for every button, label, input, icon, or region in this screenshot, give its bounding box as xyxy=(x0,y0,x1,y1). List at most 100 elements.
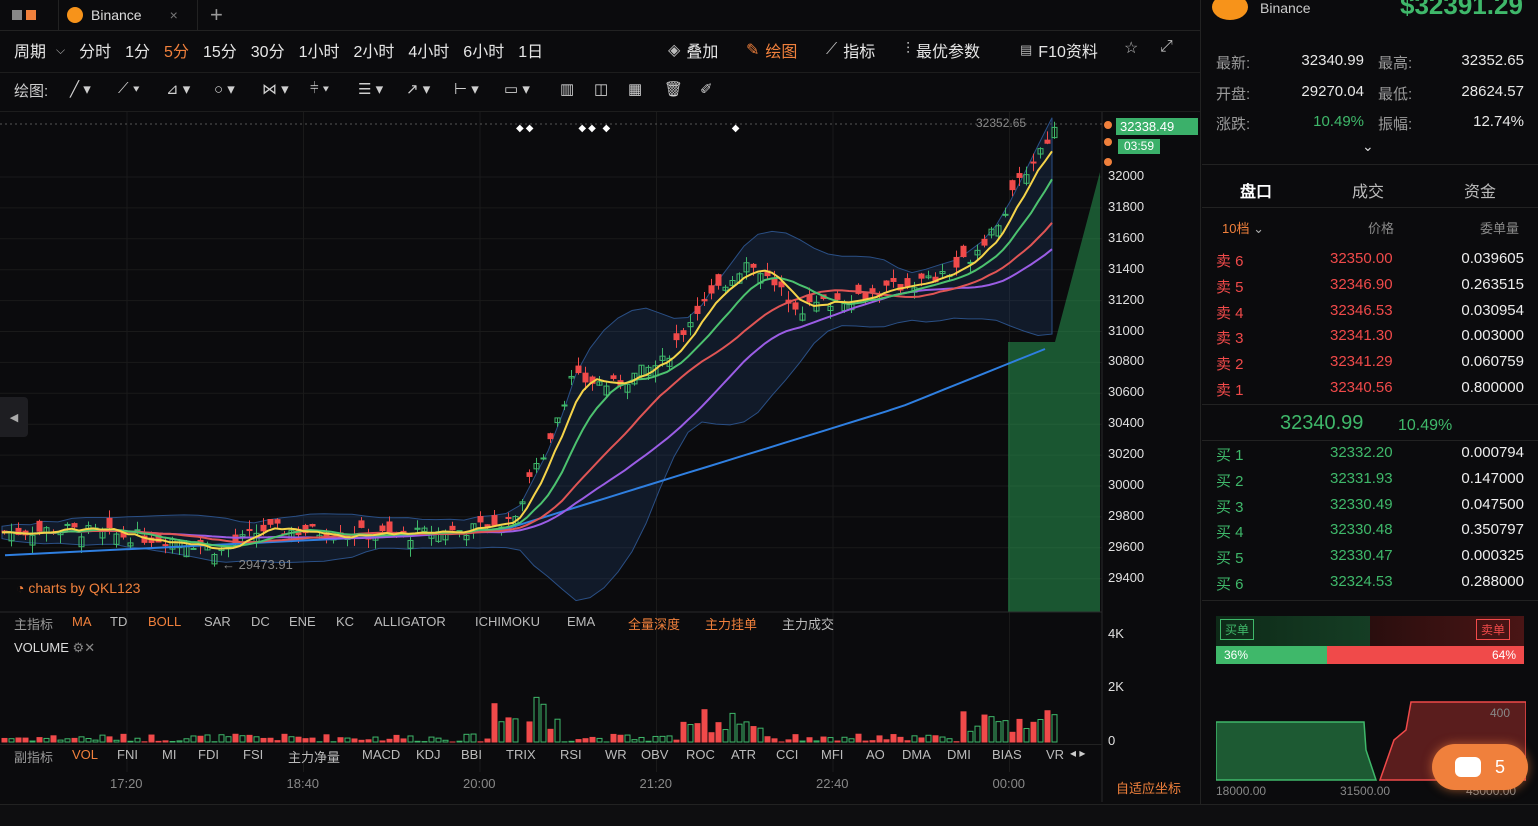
period-item[interactable]: 1小时 xyxy=(299,38,340,62)
tab-trades[interactable]: 成交 xyxy=(1352,178,1384,202)
fullscreen-icon[interactable]: ⤢ xyxy=(1160,38,1173,56)
sub-ind-item[interactable]: BIAS xyxy=(992,747,1022,762)
grid-icon[interactable] xyxy=(12,0,40,30)
period-item[interactable]: 2小时 xyxy=(353,38,394,62)
main-ind-item[interactable]: ENE xyxy=(289,614,316,629)
main-ind-item[interactable]: DC xyxy=(251,614,270,629)
chat-button[interactable]: 5 xyxy=(1432,744,1528,790)
main-ind-item[interactable]: ALLIGATOR xyxy=(374,614,446,629)
sub-ind-item[interactable]: AO xyxy=(866,747,885,762)
tab-funds[interactable]: 资金 xyxy=(1464,178,1496,202)
channel-tool-icon[interactable]: ⊿ ▾ xyxy=(166,80,190,98)
bars-icon[interactable]: ▥ xyxy=(560,80,574,98)
period-item[interactable]: 30分 xyxy=(251,38,285,62)
main-ind-item[interactable]: MA xyxy=(72,614,92,629)
sub-ind-item[interactable]: VOL xyxy=(72,747,98,762)
best-params-button[interactable]: ⫶最优参数 xyxy=(906,38,980,62)
sub-ind-item[interactable]: DMA xyxy=(902,747,931,762)
sub-ind-item[interactable]: MFI xyxy=(821,747,843,762)
tab-orderbook[interactable]: 盘口 xyxy=(1240,178,1272,202)
adaptive-axis-button[interactable]: 自适应坐标 xyxy=(1116,778,1181,797)
circle-tool-icon[interactable]: ○ ▾ xyxy=(214,80,235,98)
sub-ind-item[interactable]: FSI xyxy=(243,747,263,762)
fib-tool-icon[interactable]: ☰ ▾ xyxy=(358,80,383,98)
collapse-left-button[interactable]: ◀ xyxy=(0,397,28,437)
sub-ind-item[interactable]: ATR xyxy=(731,747,756,762)
event-markers[interactable]: ◆◆ ◆◆ ◆ ◆ xyxy=(516,123,741,134)
sub-ind-item[interactable]: WR xyxy=(605,747,627,762)
sub-ind-item[interactable]: VR xyxy=(1046,747,1064,762)
main-ind-item[interactable]: ICHIMOKU xyxy=(475,614,540,629)
alert-dot[interactable] xyxy=(1104,158,1112,166)
add-tab-button[interactable]: + xyxy=(210,0,223,30)
star-icon[interactable]: ☆ xyxy=(1124,38,1138,58)
period-item[interactable]: 6小时 xyxy=(463,38,504,62)
pattern-tool-icon[interactable]: ⫩ ▾ xyxy=(310,80,329,97)
sub-ind-item[interactable]: RSI xyxy=(560,747,582,762)
sub-ind-item[interactable]: TRIX xyxy=(506,747,536,762)
sub-ind-item[interactable]: ROC xyxy=(686,747,715,762)
main-ind-extra[interactable]: 主力挂单 xyxy=(705,614,757,633)
depth-select[interactable]: 10档 ⌄ xyxy=(1222,218,1264,237)
sub-ind-item[interactable]: KDJ xyxy=(416,747,441,762)
close-icon[interactable]: ✕ xyxy=(84,640,95,655)
sub-ind-item[interactable]: FDI xyxy=(198,747,219,762)
alert-dot[interactable] xyxy=(1104,121,1112,129)
gear-icon[interactable]: ⚙ xyxy=(73,640,85,655)
trash-icon[interactable]: 🗑 xyxy=(664,80,683,98)
sub-ind-item[interactable]: MI xyxy=(162,747,176,762)
sub-ind-item[interactable]: MACD xyxy=(362,747,400,762)
period-item-active[interactable]: 5分 xyxy=(164,38,189,62)
draw-button[interactable]: ✎绘图 xyxy=(746,38,797,62)
period-item[interactable]: 1分 xyxy=(125,38,150,62)
ray-tool-icon[interactable]: ⟋ ▾ xyxy=(118,80,140,97)
sub-ind-item[interactable]: BBI xyxy=(461,747,482,762)
period-item[interactable]: 1日 xyxy=(518,38,543,62)
main-ind-item[interactable]: EMA xyxy=(567,614,595,629)
sub-ind-item[interactable]: FNI xyxy=(117,747,138,762)
stat-icon[interactable]: ◫ xyxy=(594,80,608,98)
period-item[interactable]: 15分 xyxy=(203,38,237,62)
chevron-down-icon[interactable]: ⌵ xyxy=(56,43,65,58)
histogram-icon[interactable]: ▦ xyxy=(628,80,642,98)
wave-tool-icon[interactable]: ⋈ ▾ xyxy=(262,80,289,98)
close-icon[interactable]: × xyxy=(170,7,178,23)
sub-ind-item[interactable]: DMI xyxy=(947,747,971,762)
main-ind-extra[interactable]: 主力成交 xyxy=(782,614,834,633)
sub-ind-item[interactable]: 主力净量 xyxy=(288,747,340,766)
note-tool-icon[interactable]: ▭ ▾ xyxy=(504,80,530,98)
expand-chevron-icon[interactable]: ⌄ xyxy=(1362,138,1374,155)
indicator-button[interactable]: ⟋指标 xyxy=(826,38,875,62)
alert-dot[interactable] xyxy=(1104,138,1112,146)
tab-binance[interactable]: Binance × xyxy=(58,0,198,30)
overlay-button[interactable]: ◈叠加 xyxy=(668,38,718,62)
main-ind-item[interactable]: BOLL xyxy=(148,614,181,629)
kline-chart[interactable] xyxy=(0,112,1200,802)
eraser-icon[interactable]: ✐ xyxy=(700,80,713,98)
period-item[interactable]: 4小时 xyxy=(408,38,449,62)
line-tool-icon[interactable]: ╱ ▾ xyxy=(70,80,91,98)
main-ind-item[interactable]: KC xyxy=(336,614,354,629)
f10-button[interactable]: ▤F10资料 xyxy=(1020,38,1098,62)
main-ind-item[interactable]: TD xyxy=(110,614,127,629)
period-item[interactable]: 分时 xyxy=(79,38,111,62)
sub-ind-item[interactable]: OBV xyxy=(641,747,668,762)
arrow-tool-icon[interactable]: ↗ ▾ xyxy=(406,80,430,98)
scroll-arrows-icon[interactable]: ◂ ▸ xyxy=(1070,746,1085,760)
main-ind-extra[interactable]: 全量深度 xyxy=(628,614,680,633)
measure-tool-icon[interactable]: ⊢ ▾ xyxy=(454,80,479,98)
main-ind-item[interactable]: SAR xyxy=(204,614,231,629)
sub-ind-item[interactable]: CCI xyxy=(776,747,798,762)
